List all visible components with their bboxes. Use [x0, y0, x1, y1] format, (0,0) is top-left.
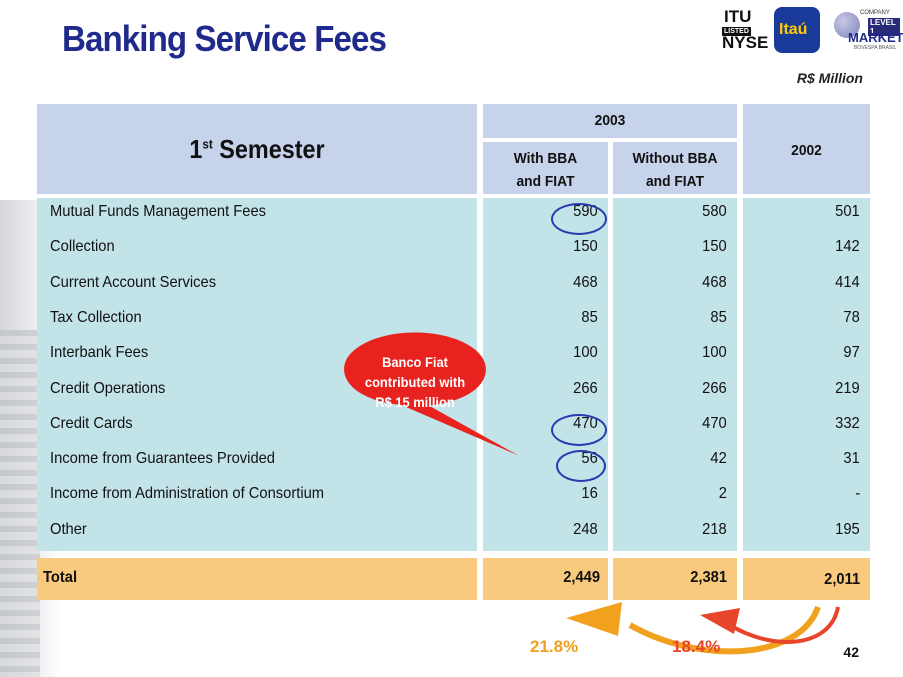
- row-without-value: 42: [710, 450, 727, 468]
- row-label: Income from Administration of Consortium: [50, 485, 325, 503]
- total-label-box: Total: [37, 558, 477, 600]
- row-without-value: 218: [702, 520, 727, 538]
- row-with-value: 248: [573, 520, 598, 538]
- row-without-value: 150: [702, 238, 727, 256]
- itau-logo: Itaú: [774, 7, 820, 53]
- semester-sup: st: [202, 136, 213, 152]
- with-column: [483, 198, 608, 551]
- col-with-label: With BBA and FIAT: [488, 147, 603, 193]
- row-2002-value: 195: [835, 520, 860, 538]
- row-label: Credit Cards: [50, 414, 133, 432]
- row-with-value: 468: [573, 273, 598, 291]
- row-2002-value: 31: [843, 450, 860, 468]
- growth-without-pct: 18.4%: [672, 637, 721, 656]
- col-with-header: With BBA and FIAT: [483, 142, 608, 194]
- row-with-value: 266: [573, 379, 598, 397]
- semester-header: 1st Semester: [37, 104, 477, 194]
- row-label: Credit Operations: [50, 379, 166, 397]
- col-without-line2: and FIAT: [645, 173, 704, 190]
- row-2002-value: 78: [843, 308, 860, 326]
- total-2002-box: 2,011: [743, 558, 870, 600]
- itau-logo-text: Itaú: [779, 21, 808, 38]
- market-logo-circle: [834, 12, 860, 38]
- row-label: Interbank Fees: [50, 344, 149, 362]
- callout-text: Banco Fiat contributed with R$ 15 millio…: [337, 352, 493, 412]
- market-logo-bovespa: BOVESPA BRASIL: [854, 45, 897, 51]
- col-without-header: Without BBA and FIAT: [613, 142, 737, 194]
- col-with-line2: and FIAT: [516, 173, 575, 190]
- year-2003-header: 2003: [483, 104, 737, 138]
- market-logo-company: COMPANY: [860, 10, 890, 16]
- callout-line-1: Banco Fiat: [382, 354, 448, 370]
- row-without-value: 580: [702, 203, 727, 220]
- semester-word: Semester: [219, 134, 325, 164]
- row-2002-value: 219: [835, 379, 860, 397]
- growth-with-pct: 21.8%: [530, 637, 579, 656]
- market-logo-market: MARKET: [848, 30, 903, 45]
- callout-line-2: contributed with: [364, 374, 466, 390]
- year-2002-header: 2002: [743, 104, 870, 194]
- col-with-line1: With BBA: [513, 150, 578, 167]
- row-without-value: 470: [702, 414, 727, 432]
- page-number: 42: [843, 644, 859, 660]
- row-label: Collection: [50, 238, 115, 256]
- total-2002-value: 2,011: [823, 571, 860, 588]
- row-with-value: 16: [581, 485, 598, 503]
- level1-market-logo: COMPANY LEVEL 1 MARKET BOVESPA BRASIL: [830, 8, 903, 54]
- row-with-value: 100: [573, 344, 598, 362]
- row-with-value: 85: [581, 308, 598, 326]
- callout-line-3: R$ 15 million: [375, 394, 455, 410]
- row-2002-value: 332: [835, 414, 860, 432]
- y2002-column: [743, 198, 870, 551]
- row-without-value: 100: [702, 344, 727, 362]
- background-building-stripes: [0, 330, 40, 677]
- total-with-value: 2,449: [563, 569, 600, 586]
- row-without-value: 85: [710, 308, 727, 326]
- highlight-ring-guarantees: [556, 450, 606, 482]
- col-without-label: Without BBA and FIAT: [618, 147, 732, 193]
- without-column: [613, 198, 737, 551]
- row-label: Tax Collection: [50, 308, 142, 326]
- year-2003-label: 2003: [594, 112, 626, 129]
- total-label: Total: [43, 569, 78, 586]
- row-2002-value: 142: [835, 238, 860, 256]
- highlight-ring-credit-cards: [551, 414, 607, 446]
- logo-group: ITU LISTED NYSE Itaú COMPANY LEVEL 1 MAR…: [722, 4, 903, 59]
- row-with-value: 150: [573, 238, 598, 256]
- callout-bubble: [344, 332, 519, 456]
- nyse-logo-listed: LISTED: [722, 27, 751, 36]
- row-2002-value: 414: [835, 273, 860, 291]
- total-with-box: 2,449: [483, 558, 608, 600]
- row-without-value: 2: [718, 485, 727, 503]
- nyse-logo-bottom: NYSE: [722, 33, 769, 52]
- total-without-box: 2,381: [613, 558, 737, 600]
- total-without-value: 2,381: [690, 569, 727, 586]
- row-without-value: 468: [702, 273, 727, 291]
- row-label: Mutual Funds Management Fees: [50, 203, 267, 220]
- row-2002-value: 501: [835, 203, 860, 220]
- row-2002-value: -: [855, 485, 860, 503]
- callout-bubble-shape: [344, 332, 519, 456]
- page-title: Banking Service Fees: [62, 18, 387, 59]
- year-2002-label: 2002: [791, 142, 822, 159]
- highlight-ring-mutual-funds: [551, 203, 607, 235]
- row-2002-value: 97: [843, 344, 860, 362]
- row-label: Current Account Services: [50, 273, 217, 291]
- unit-label: R$ Million: [796, 70, 863, 86]
- row-label: Other: [50, 520, 87, 538]
- row-without-value: 266: [702, 379, 727, 397]
- market-logo-level: LEVEL 1: [868, 18, 900, 36]
- semester-title: 1st Semester: [59, 134, 455, 165]
- nyse-logo: ITU LISTED NYSE: [722, 7, 770, 55]
- nyse-logo-top: ITU: [724, 7, 752, 26]
- semester-number: 1: [189, 134, 203, 164]
- row-label: Income from Guarantees Provided: [50, 450, 275, 468]
- col-without-line1: Without BBA: [632, 150, 718, 167]
